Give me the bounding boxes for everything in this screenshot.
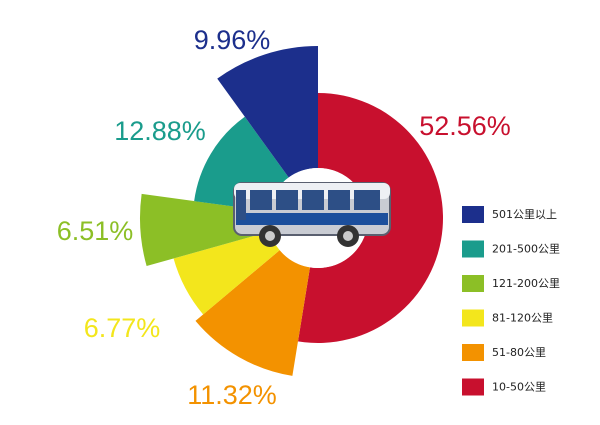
slice	[173, 231, 280, 315]
slice	[217, 46, 318, 178]
bus-icon	[233, 182, 391, 247]
legend-swatch	[462, 240, 484, 258]
legend-label: 51-80公里	[492, 346, 546, 359]
legend-swatch	[462, 206, 484, 223]
legend: 10-50公里 51-80公里 81-120公里 121-200公里 201-500公里…	[462, 206, 560, 396]
value-label: 6.51%	[57, 216, 134, 246]
legend-swatch	[462, 275, 484, 292]
value-label: 12.88%	[114, 116, 206, 146]
value-label: 9.96%	[194, 25, 271, 55]
labels: 52.56% 11.32% 6.77% 6.51% 12.88% 9.96%	[57, 25, 511, 410]
legend-label: 201-500公里	[492, 243, 560, 256]
legend-label: 121-200公里	[492, 277, 560, 290]
legend-swatch	[462, 378, 484, 396]
value-label: 52.56%	[419, 111, 511, 141]
legend-swatch	[462, 309, 484, 327]
value-label: 6.77%	[84, 313, 161, 343]
value-label: 11.32%	[187, 380, 277, 410]
slice	[195, 250, 310, 376]
legend-swatch	[462, 344, 484, 361]
legend-label: 10-50公里	[492, 381, 546, 394]
legend-label: 501公里以上	[492, 208, 557, 221]
legend-label: 81-120公里	[492, 312, 553, 325]
